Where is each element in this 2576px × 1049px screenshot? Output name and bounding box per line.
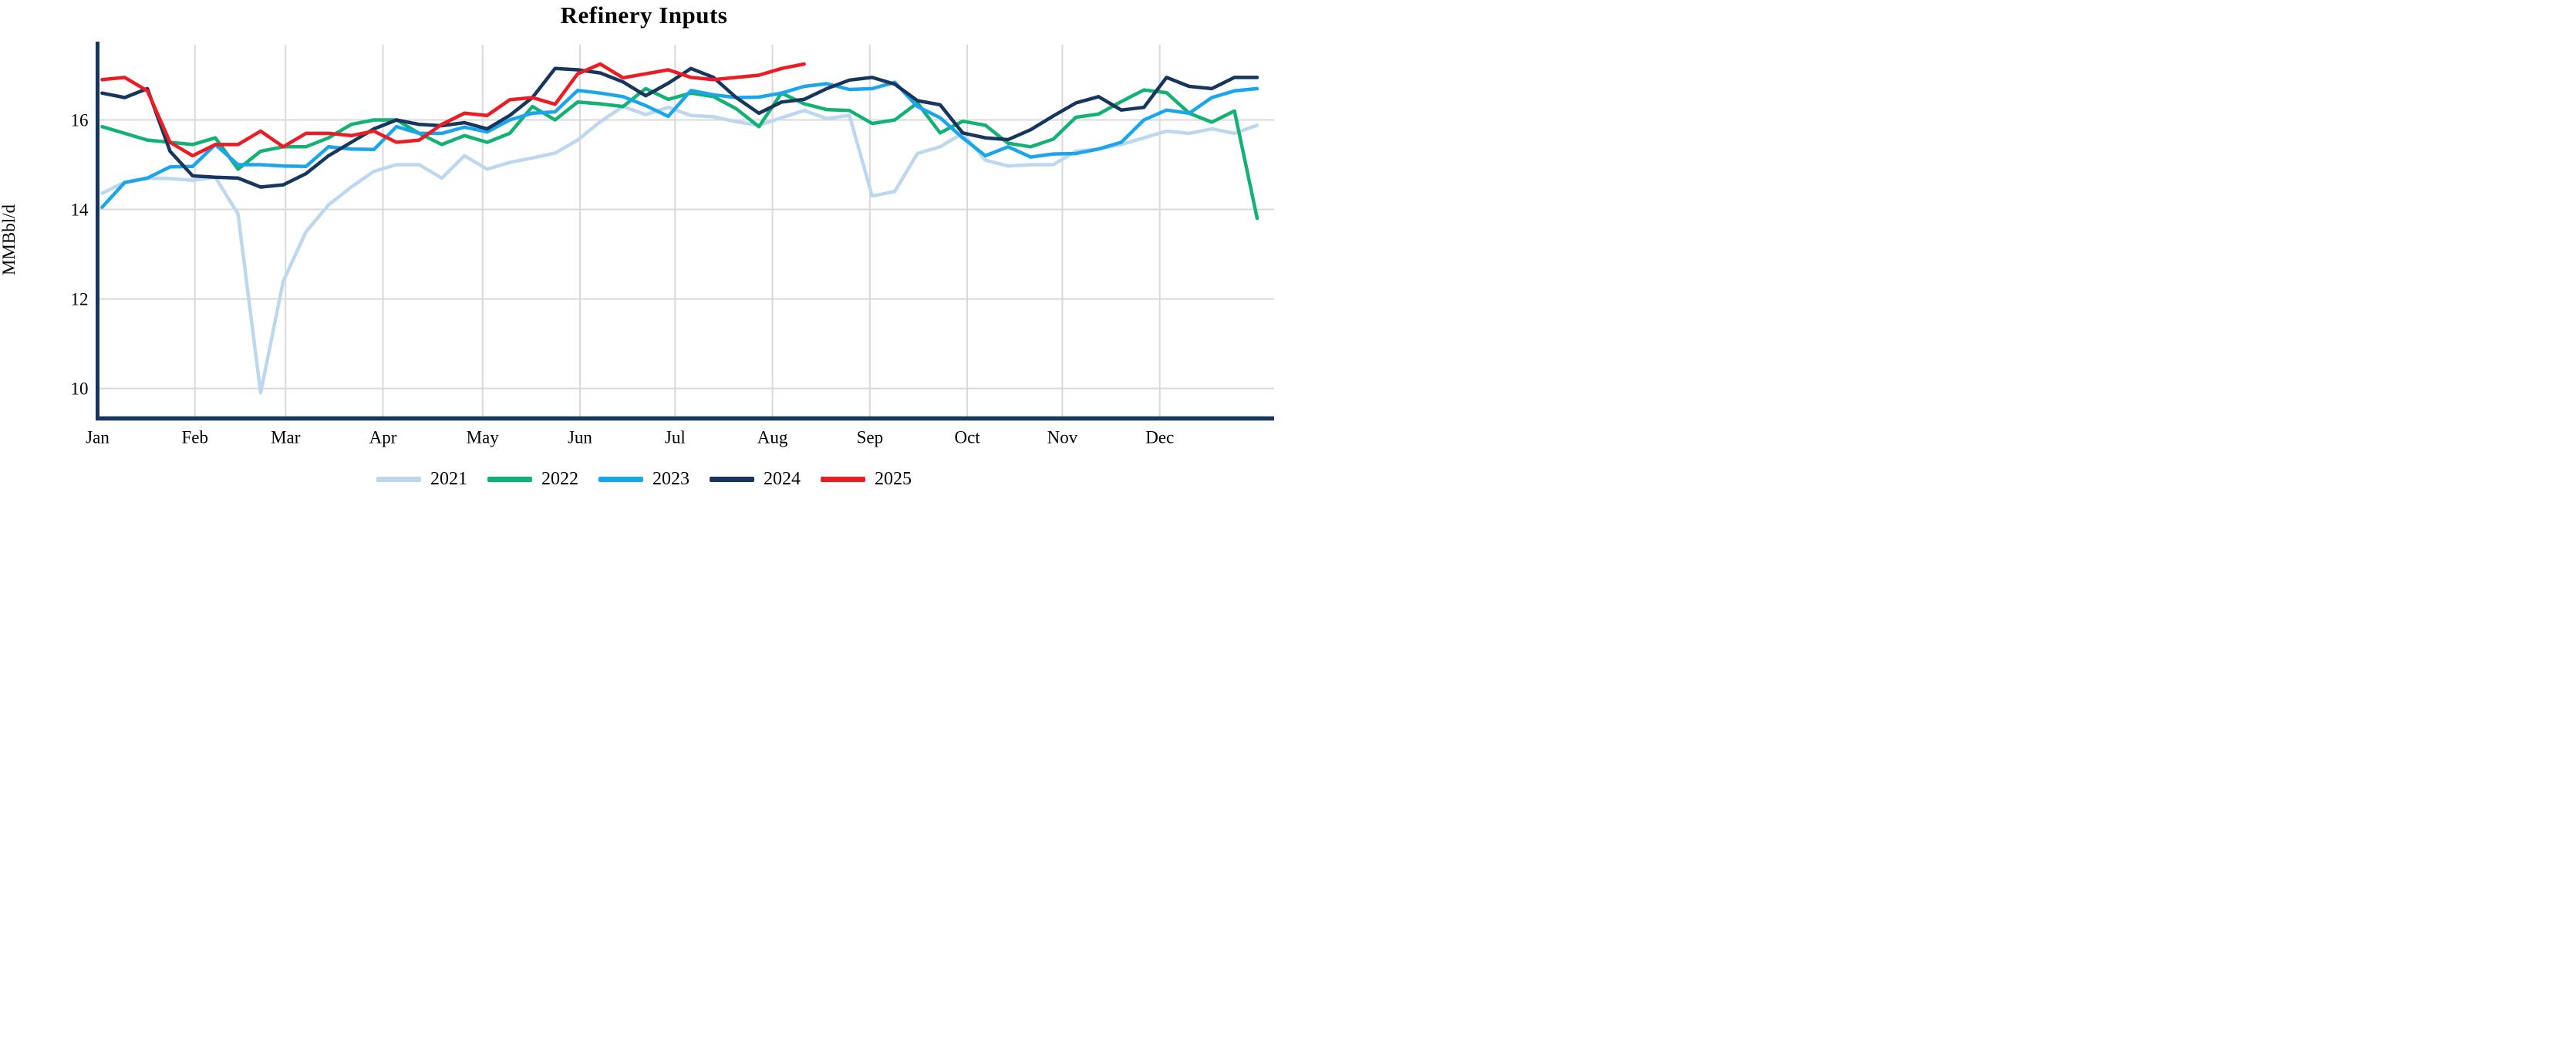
y-tick-label-16: 16 <box>71 110 89 130</box>
x-tick-label-apr: Apr <box>369 428 397 447</box>
series-line-2025 <box>100 62 806 158</box>
legend-label-2024: 2024 <box>764 469 801 489</box>
legend-item-2023: 2023 <box>598 469 690 490</box>
x-tick-label-feb: Feb <box>182 428 209 447</box>
chart-title: Refinery Inputs <box>560 2 728 29</box>
series-line-2021 <box>100 104 1259 395</box>
refinery-inputs-chart: Refinery Inputs MMBbl/d 10 12 14 16 Jan Feb Ma… <box>0 0 1288 524</box>
x-tick-label-jul: Jul <box>665 428 686 447</box>
x-tick-label-oct: Oct <box>954 428 980 447</box>
series-line-2022 <box>100 86 1259 221</box>
x-tick-label-jun: Jun <box>568 428 592 447</box>
legend-swatch-2025 <box>821 477 865 482</box>
plot-area: 10 12 14 16 Jan Feb Mar Apr May Jun Jul Aug Sep Oct No… <box>71 42 1274 447</box>
x-tick-label-sep: Sep <box>857 428 884 447</box>
legend-label-2022: 2022 <box>541 469 578 489</box>
legend: 2021 2022 2023 2024 2025 <box>0 469 1288 490</box>
x-tick-label-nov: Nov <box>1047 428 1078 447</box>
legend-label-2023: 2023 <box>652 469 690 489</box>
y-tick-label-12: 12 <box>71 290 89 309</box>
legend-swatch-2022 <box>487 477 532 482</box>
x-tick-label-aug: Aug <box>757 428 788 447</box>
y-tick-label-14: 14 <box>71 201 89 220</box>
legend-swatch-2024 <box>710 477 754 482</box>
legend-item-2022: 2022 <box>487 469 578 490</box>
legend-swatch-2021 <box>376 477 421 482</box>
legend-swatch-2023 <box>598 477 643 482</box>
x-tick-label-jan: Jan <box>86 428 110 447</box>
legend-label-2021: 2021 <box>430 469 467 489</box>
y-axis-title: MMBbl/d <box>0 204 19 276</box>
legend-label-2025: 2025 <box>875 469 912 489</box>
y-tick-label-10: 10 <box>71 379 89 399</box>
series-line-2023 <box>100 80 1259 209</box>
legend-item-2025: 2025 <box>821 469 912 490</box>
legend-item-2021: 2021 <box>376 469 467 490</box>
x-tick-label-may: May <box>467 428 500 447</box>
x-tick-label-mar: Mar <box>271 428 301 447</box>
legend-item-2024: 2024 <box>710 469 801 490</box>
x-tick-label-dec: Dec <box>1145 428 1174 447</box>
series-line-2024 <box>100 66 1259 189</box>
